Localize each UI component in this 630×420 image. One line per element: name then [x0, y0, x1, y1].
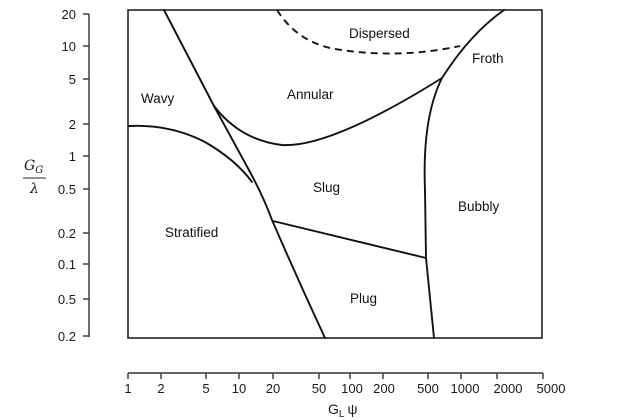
region-label-wavy: Wavy — [141, 91, 174, 106]
region-labels: Dispersed Froth Wavy Annular Slug Bubbly… — [141, 26, 504, 306]
y-axis-title: GG λ — [23, 158, 46, 197]
x-tick-label: 1 — [124, 381, 131, 396]
regime-boundaries — [128, 9, 505, 339]
x-tick-label: 5 — [202, 381, 209, 396]
region-label-stratified: Stratified — [165, 225, 218, 240]
boundary-diagonal — [163, 9, 326, 339]
x-axis: 1 2 5 10 20 50 100 200 500 1000 2000 500… — [124, 372, 565, 420]
boundary-bubbly — [423, 9, 505, 339]
x-tick-label: 50 — [312, 381, 326, 396]
x-tick-label: 1000 — [451, 381, 480, 396]
x-tick-label: 200 — [373, 381, 395, 396]
y-axis: 20 10 5 2 1 0.5 0.2 0.1 0.5 0.2 GG λ — [23, 7, 90, 344]
y-tick-label: 10 — [62, 39, 76, 54]
y-tick-label: 2 — [69, 117, 76, 132]
y-tick-label: 1 — [69, 149, 76, 164]
boundary-annular-slug — [213, 77, 443, 147]
region-label-froth: Froth — [472, 51, 504, 66]
region-label-annular: Annular — [287, 87, 334, 102]
x-tick-label: 20 — [266, 381, 280, 396]
x-axis-title: GL ψ — [328, 401, 357, 420]
y-tick-label: 5 — [69, 72, 76, 87]
x-tick-labels: 1 2 5 10 20 50 100 200 500 1000 2000 500… — [124, 381, 565, 396]
boundary-slug-plug — [272, 220, 427, 259]
plot-frame — [127, 9, 543, 339]
y-tick-label: 0.1 — [58, 257, 76, 272]
y-title-numerator: GG — [24, 158, 43, 176]
region-label-slug: Slug — [313, 180, 340, 195]
y-tick-label: 0.2 — [58, 226, 76, 241]
region-label-dispersed: Dispersed — [349, 26, 410, 41]
region-label-plug: Plug — [350, 291, 377, 306]
x-tick-label: 5000 — [537, 381, 566, 396]
y-ticks — [83, 13, 89, 337]
region-label-bubbly: Bubbly — [458, 199, 500, 214]
x-tick-label: 2000 — [494, 381, 523, 396]
x-tick-label: 10 — [232, 381, 246, 396]
y-tick-label: 20 — [62, 7, 76, 22]
boundary-wavy-stratified — [128, 124, 253, 183]
y-tick-labels: 20 10 5 2 1 0.5 0.2 0.1 0.5 0.2 — [58, 7, 76, 344]
x-tick-label: 500 — [417, 381, 439, 396]
y-tick-label: 0.5 — [58, 292, 76, 307]
x-tick-label: 2 — [157, 381, 164, 396]
boundary-dispersed — [276, 9, 461, 55]
y-title-denominator: λ — [29, 181, 39, 197]
y-tick-label: 0.5 — [58, 182, 76, 197]
x-tick-label: 100 — [341, 381, 363, 396]
y-tick-label: 0.2 — [58, 329, 76, 344]
x-ticks — [127, 373, 544, 379]
